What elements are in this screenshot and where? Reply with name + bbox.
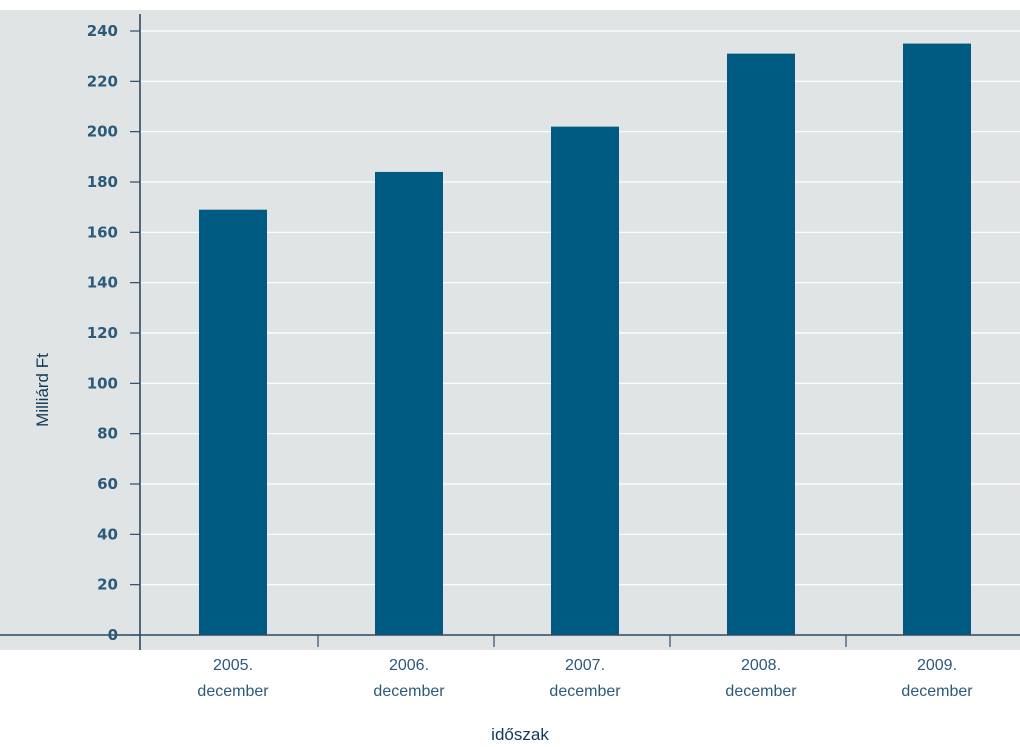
bar bbox=[727, 53, 795, 635]
x-tick-label: 2009. december bbox=[901, 657, 973, 700]
y-tick-label: 60 bbox=[97, 475, 118, 493]
bar bbox=[903, 43, 971, 636]
y-tick-label: 160 bbox=[87, 223, 118, 241]
x-tick-label: 2006. december bbox=[373, 657, 445, 700]
x-tick-label: 2008. december bbox=[725, 657, 797, 700]
y-tick-label: 120 bbox=[87, 324, 118, 342]
y-tick-label: 40 bbox=[97, 525, 118, 543]
y-tick-label: 0 bbox=[108, 626, 118, 644]
y-tick-label: 140 bbox=[87, 274, 118, 292]
x-tick-label: 2005. december bbox=[197, 657, 269, 700]
y-tick-label: 200 bbox=[87, 123, 118, 141]
y-tick-label: 100 bbox=[87, 374, 118, 392]
x-tick-labels: 2005. december 2006. december 2007. december 2… bbox=[197, 657, 973, 700]
plot-background bbox=[0, 10, 1020, 650]
axes bbox=[0, 14, 1020, 650]
y-axis-title: Milliárd Ft bbox=[33, 353, 52, 427]
y-tick-labels: 0 20 40 60 80 100 120 140 160 180 200 220 240 bbox=[87, 22, 118, 644]
y-tick-label: 20 bbox=[97, 576, 118, 594]
x-axis-title: időszak bbox=[491, 725, 549, 744]
bar bbox=[375, 171, 443, 635]
x-tick-label: 2007. december bbox=[549, 657, 621, 700]
y-tick-label: 180 bbox=[87, 173, 118, 191]
bars bbox=[199, 43, 971, 636]
bar bbox=[199, 209, 267, 635]
bar bbox=[551, 126, 619, 635]
y-tick-label: 240 bbox=[87, 22, 118, 40]
y-tick-label: 80 bbox=[97, 425, 118, 443]
y-tick-label: 220 bbox=[87, 72, 118, 90]
